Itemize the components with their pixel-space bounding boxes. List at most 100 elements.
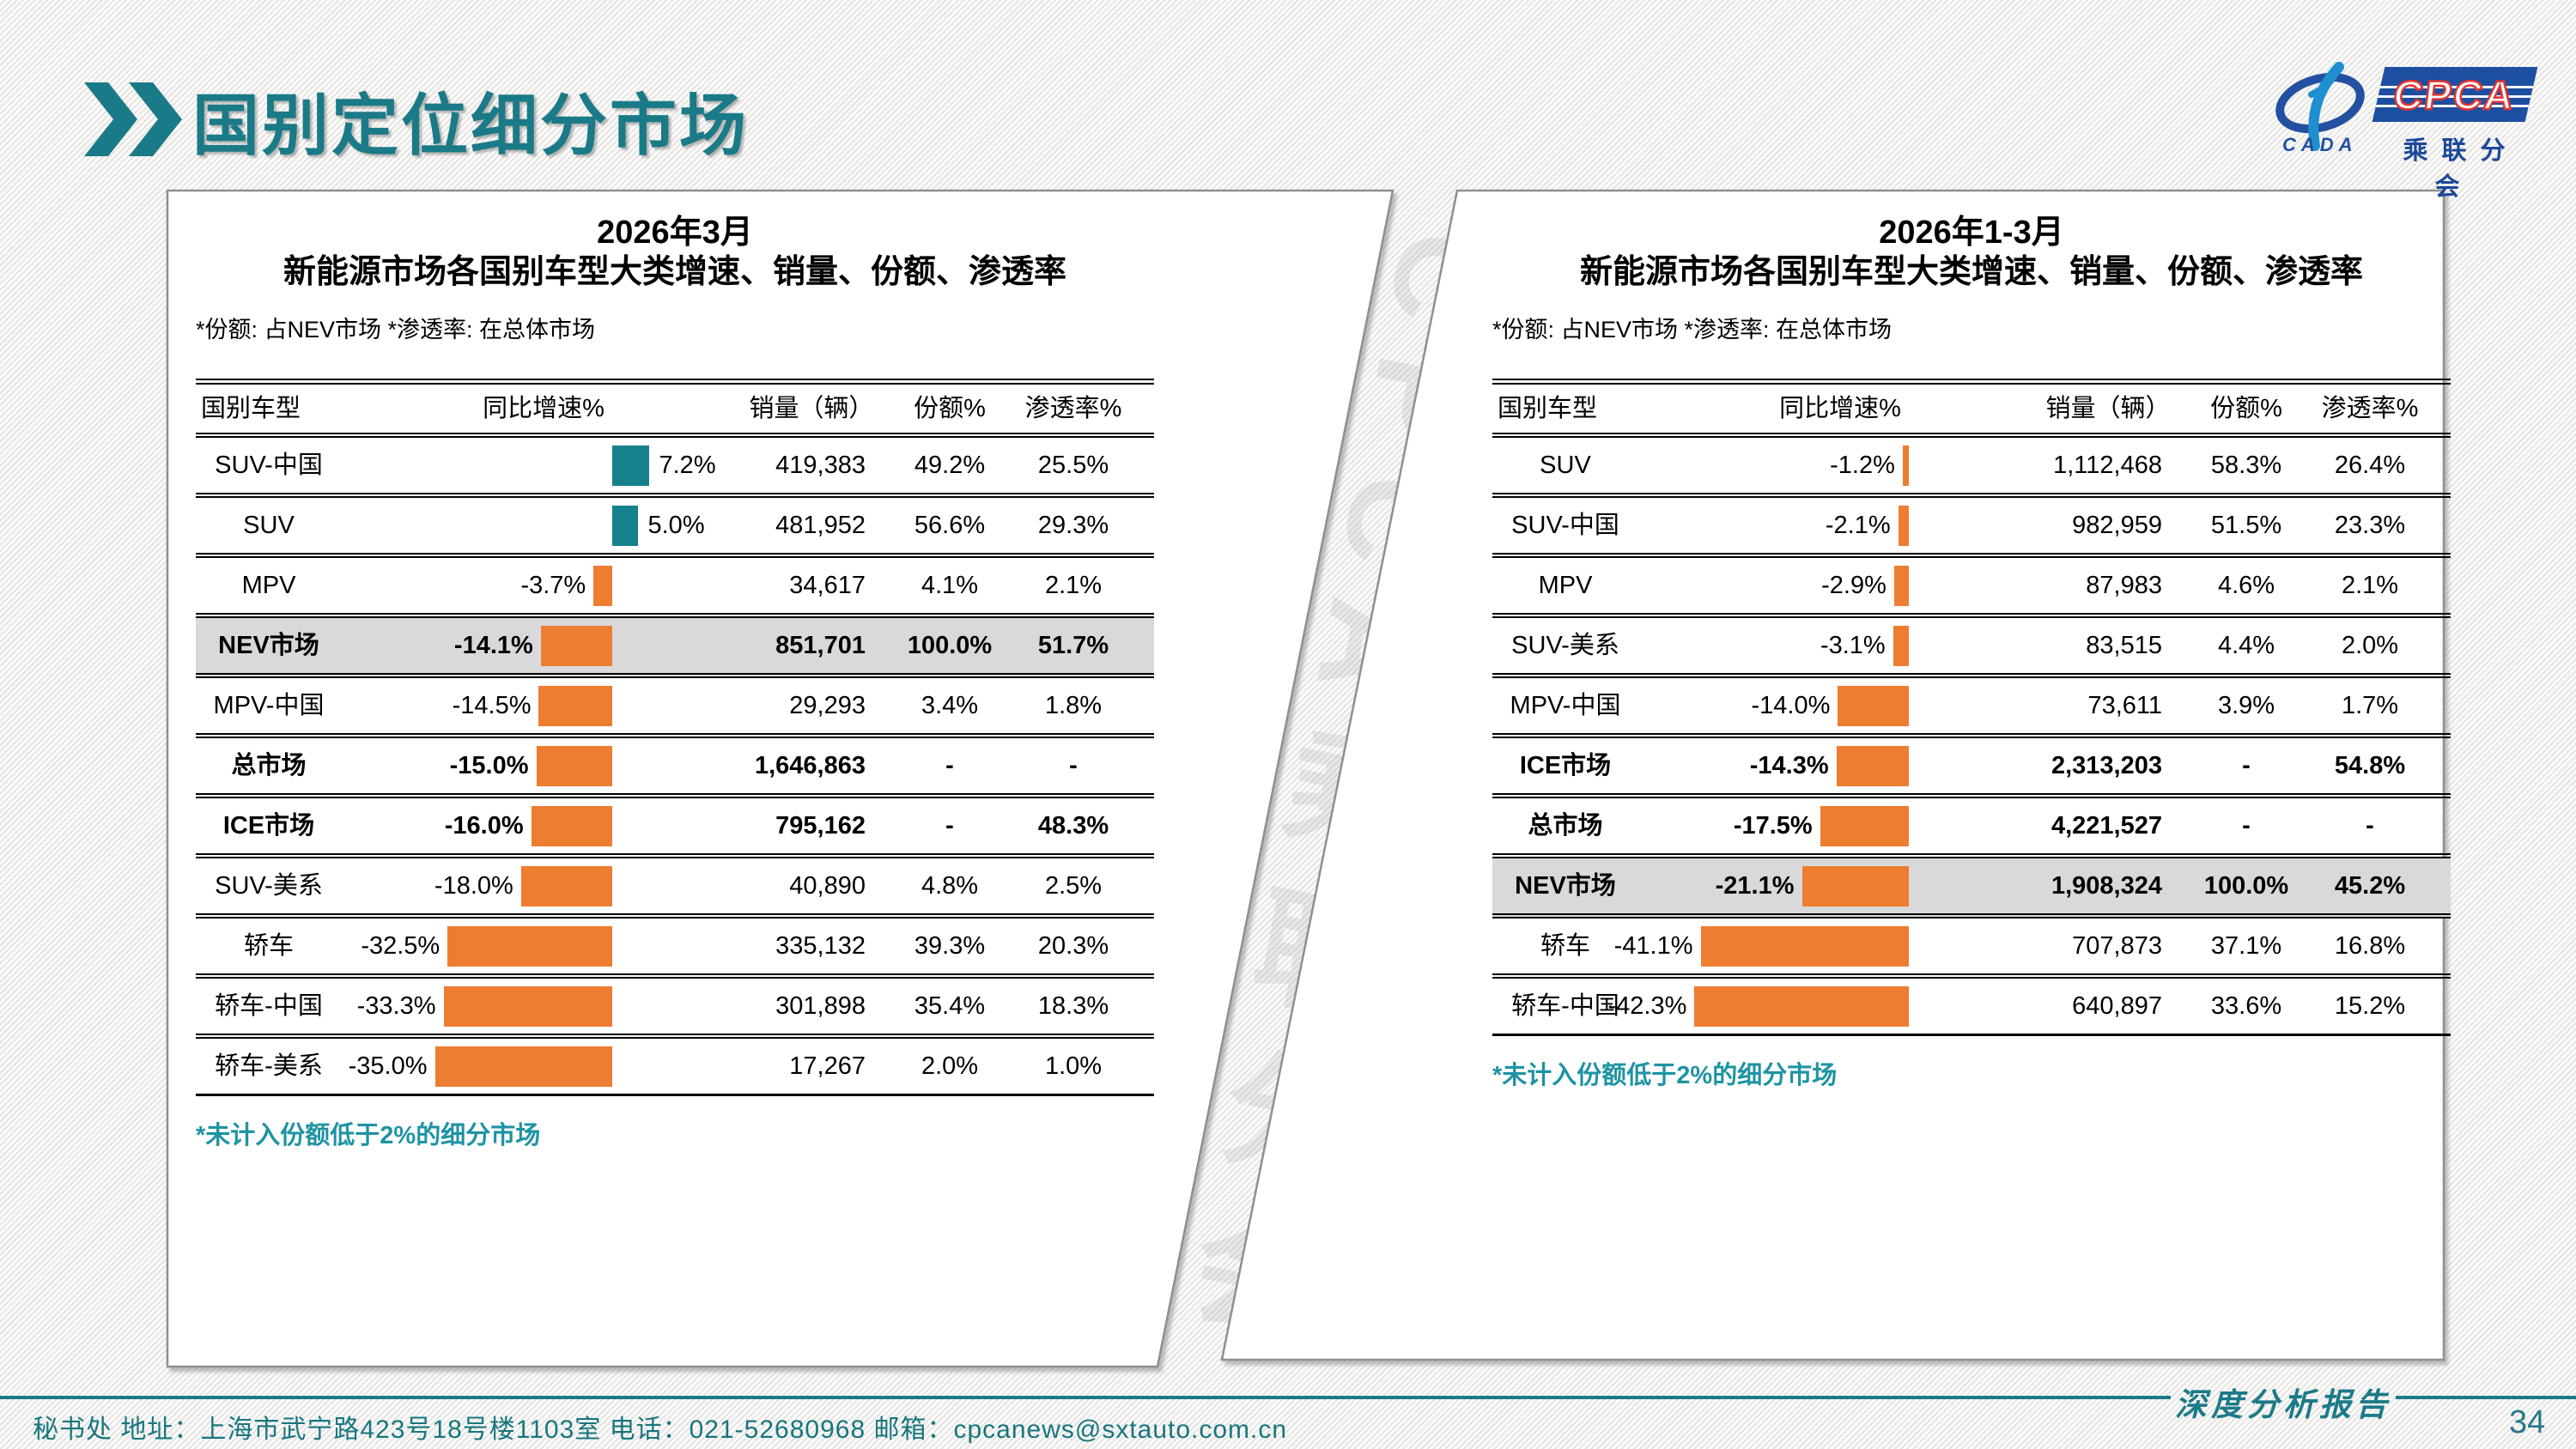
- penetration-value: 1.7%: [2341, 692, 2399, 719]
- row-category-label: MPV: [241, 572, 296, 599]
- growth-value: 7.2%: [659, 452, 716, 479]
- double-chevron-icon: [84, 82, 182, 156]
- table-title-line2: 新能源市场各国别车型大类增速、销量、份额、渗透率: [1579, 254, 2363, 290]
- cumulative-table-panel: 2026年1-3月 新能源市场各国别车型大类增速、销量、份额、渗透率 *份额: …: [1492, 213, 2451, 1091]
- table-row: MPV-中国 -14.5% 29,293 3.4% 1.8%: [196, 678, 1154, 738]
- table-row: SUV-美系 -3.1% 83,515 4.4% 2.0%: [1492, 618, 2451, 678]
- growth-bar: [1700, 926, 1909, 967]
- data-table: 国别车型 同比增速% 销量（辆） 份额% 渗透率% SUV -1.2% 1,112,…: [1492, 379, 2451, 1036]
- growth-value: -32.5%: [361, 932, 440, 960]
- growth-bar: [1801, 866, 1909, 906]
- row-category-label: SUV: [243, 512, 295, 539]
- penetration-value: 2.5%: [1044, 872, 1103, 900]
- growth-value: -16.0%: [444, 812, 524, 840]
- penetration-value: 26.4%: [2334, 452, 2406, 479]
- growth-bar: [612, 506, 638, 546]
- sales-value: 2,313,203: [2050, 752, 2162, 779]
- growth-bar: [593, 566, 612, 606]
- growth-value: -2.1%: [1825, 512, 1891, 539]
- table-row: 轿车-中国 -33.3% 301,898 35.4% 18.3%: [196, 979, 1154, 1039]
- table-row: 轿车-中国 -42.3% 640,897 33.6% 15.2%: [1492, 979, 2451, 1036]
- sales-value: 40,890: [789, 872, 866, 900]
- share-value: -: [2242, 752, 2251, 779]
- share-value: 3.9%: [2217, 692, 2275, 719]
- share-value: 4.6%: [2217, 572, 2275, 599]
- growth-bar: [538, 686, 612, 726]
- row-category-label: NEV市场: [218, 632, 319, 659]
- share-value: 37.1%: [2210, 932, 2282, 960]
- col-header-penetration: 渗透率%: [1024, 395, 1122, 422]
- row-category-label: 总市场: [1528, 812, 1603, 840]
- growth-bar: [1898, 506, 1909, 546]
- penetration-value: 25.5%: [1037, 452, 1109, 479]
- sales-value: 29,293: [789, 692, 866, 719]
- col-header-share: 份额%: [914, 395, 986, 422]
- row-category-label: NEV市场: [1515, 872, 1616, 900]
- share-value: 35.4%: [914, 992, 986, 1020]
- sales-value: 4,221,527: [2050, 812, 2162, 840]
- col-header-growth: 同比增速%: [1779, 395, 1901, 422]
- table-row: NEV市场 -21.1% 1,908,324 100.0% 45.2%: [1492, 858, 2451, 919]
- growth-value: -14.5%: [452, 692, 532, 719]
- col-header-share: 份额%: [2210, 395, 2282, 422]
- penetration-value: 2.1%: [1044, 572, 1103, 599]
- table-row: 轿车-美系 -35.0% 17,267 2.0% 1.0%: [196, 1039, 1154, 1096]
- row-category-label: ICE市场: [1519, 752, 1612, 779]
- cada-emblem-icon: [2275, 62, 2365, 151]
- share-value: -: [2242, 812, 2251, 840]
- table-row: SUV 5.0% 481,952 56.6% 29.3%: [196, 498, 1154, 558]
- row-category-label: 轿车: [243, 932, 294, 960]
- share-value: 39.3%: [914, 932, 986, 960]
- data-table: 国别车型 同比增速% 销量（辆） 份额% 渗透率% SUV-中国 7.2% 419,…: [196, 379, 1154, 1096]
- sales-value: 83,515: [2086, 632, 2162, 659]
- sales-value: 795,162: [775, 812, 866, 840]
- footer-report-label: 深度分析报告: [2175, 1385, 2391, 1423]
- table-title-line2: 新能源市场各国别车型大类增速、销量、份额、渗透率: [283, 254, 1066, 290]
- table-row: ICE市场 -16.0% 795,162 - 48.3%: [196, 798, 1154, 858]
- growth-value: -18.0%: [434, 872, 513, 900]
- growth-value: -3.1%: [1820, 632, 1886, 659]
- logo-subtitle: 乘联分会: [2403, 137, 2519, 201]
- growth-bar: [612, 446, 649, 486]
- growth-value: -14.3%: [1749, 752, 1829, 779]
- growth-bar: [447, 926, 613, 967]
- col-header-category: 国别车型: [201, 395, 301, 422]
- row-category-label: MPV: [1538, 572, 1593, 599]
- col-header-penetration: 渗透率%: [2321, 395, 2419, 422]
- growth-value: -15.0%: [449, 752, 529, 779]
- growth-bar: [1820, 806, 1910, 846]
- cpca-wordmark: CPCA: [2391, 70, 2519, 118]
- sales-value: 34,617: [789, 572, 866, 599]
- row-category-label: MPV-中国: [1510, 692, 1621, 719]
- growth-value: -2.9%: [1821, 572, 1886, 599]
- row-category-label: 总市场: [231, 752, 307, 779]
- sales-value: 982,959: [2072, 512, 2162, 539]
- sales-value: 17,267: [789, 1052, 866, 1080]
- share-value: 51.5%: [2210, 512, 2282, 539]
- row-category-label: 轿车-中国: [1511, 992, 1619, 1020]
- growth-bar: [1902, 446, 1909, 486]
- table-row: ICE市场 -14.3% 2,313,203 - 54.8%: [1492, 738, 2451, 798]
- growth-bar: [536, 746, 612, 786]
- growth-value: -33.3%: [356, 992, 436, 1020]
- cpca-flag: CPCA: [2372, 67, 2538, 122]
- table-header-row: 国别车型 同比增速% 销量（辆） 份额% 渗透率%: [1492, 385, 2451, 438]
- penetration-value: 23.3%: [2334, 512, 2406, 539]
- penetration-value: 51.7%: [1037, 632, 1109, 659]
- growth-bar: [540, 626, 612, 666]
- table-footnote: *未计入份额低于2%的细分市场: [196, 1122, 541, 1149]
- table-body: SUV-中国 7.2% 419,383 49.2% 25.5% SUV 5.0% 481,95…: [196, 438, 1154, 1096]
- growth-bar: [1694, 986, 1909, 1027]
- sales-value: 707,873: [2072, 932, 2162, 960]
- col-header-sales: 销量（辆）: [2045, 395, 2171, 422]
- sales-value: 1,908,324: [2050, 872, 2162, 900]
- footer-line-left: [0, 1396, 2171, 1399]
- table-footnote: *未计入份额低于2%的细分市场: [1492, 1062, 1838, 1089]
- growth-bar: [1893, 626, 1909, 666]
- share-value: 3.4%: [920, 692, 979, 719]
- penetration-value: 15.2%: [2334, 992, 2406, 1020]
- row-category-label: ICE市场: [222, 812, 315, 840]
- col-header-growth: 同比增速%: [483, 395, 605, 422]
- table-row: MPV -3.7% 34,617 4.1% 2.1%: [196, 558, 1154, 618]
